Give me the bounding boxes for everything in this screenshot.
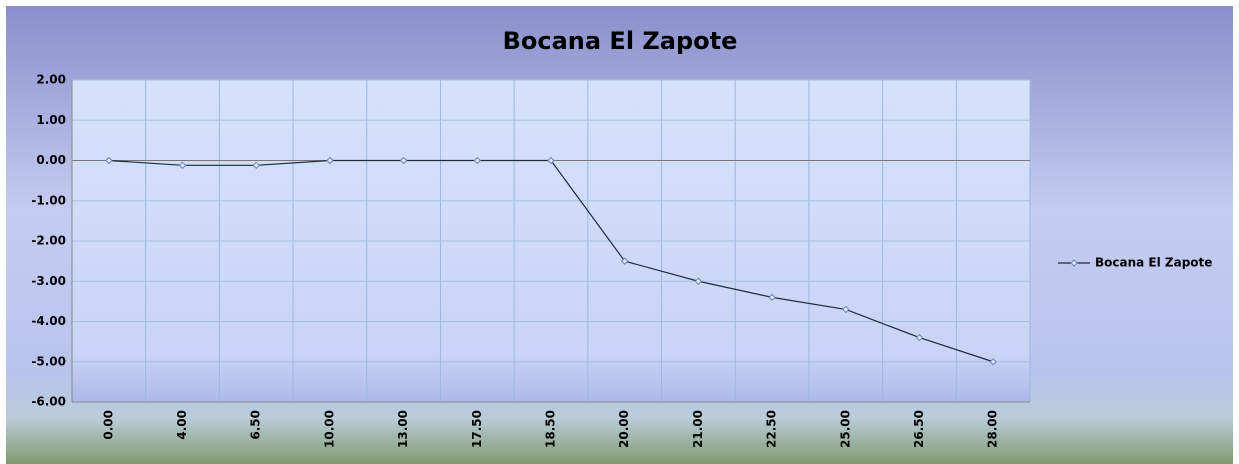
point-marker — [768, 293, 776, 302]
y-tick-label: 2.00 — [36, 73, 66, 87]
point-marker — [326, 156, 334, 165]
chart-title: Bocana El Zapote — [503, 27, 738, 55]
x-tick-label: 6.50 — [249, 410, 263, 440]
point-marker — [473, 156, 482, 165]
x-tick-label: 21.00 — [691, 410, 705, 448]
x-tick-label: 18.50 — [544, 410, 558, 448]
y-tick-label: -1.00 — [31, 193, 66, 207]
x-tick-label: 17.50 — [470, 410, 484, 448]
point-marker — [178, 161, 187, 170]
y-tick-label: -4.00 — [31, 314, 66, 328]
x-tick-label: 10.00 — [322, 410, 336, 448]
point-marker — [105, 156, 113, 165]
point-marker — [842, 305, 850, 314]
point-marker — [399, 156, 408, 165]
point-marker — [252, 161, 260, 170]
y-tick-label: -5.00 — [31, 354, 66, 368]
point-marker — [989, 358, 997, 366]
point-marker — [694, 277, 703, 285]
x-tick-label: 13.00 — [396, 410, 410, 448]
x-tick-label: 25.00 — [838, 410, 852, 448]
legend-marker — [1070, 259, 1078, 267]
point-marker — [547, 156, 555, 165]
point-marker — [620, 257, 629, 265]
x-tick-label: 0.00 — [101, 410, 115, 440]
x-tick-label: 4.00 — [175, 410, 189, 440]
y-tick-label: 0.00 — [36, 153, 66, 167]
point-marker — [915, 333, 924, 342]
x-tick-label: 20.00 — [617, 410, 631, 448]
y-tick-label: -3.00 — [31, 274, 66, 288]
x-tick-label: 26.50 — [912, 410, 926, 448]
x-tick-label: 22.50 — [765, 410, 779, 448]
x-tick-label: 28.00 — [986, 410, 1000, 448]
y-tick-label: -6.00 — [31, 395, 66, 409]
y-tick-label: 1.00 — [36, 113, 66, 127]
legend-label: Bocana El Zapote — [1095, 256, 1212, 270]
y-tick-label: -2.00 — [31, 234, 66, 248]
